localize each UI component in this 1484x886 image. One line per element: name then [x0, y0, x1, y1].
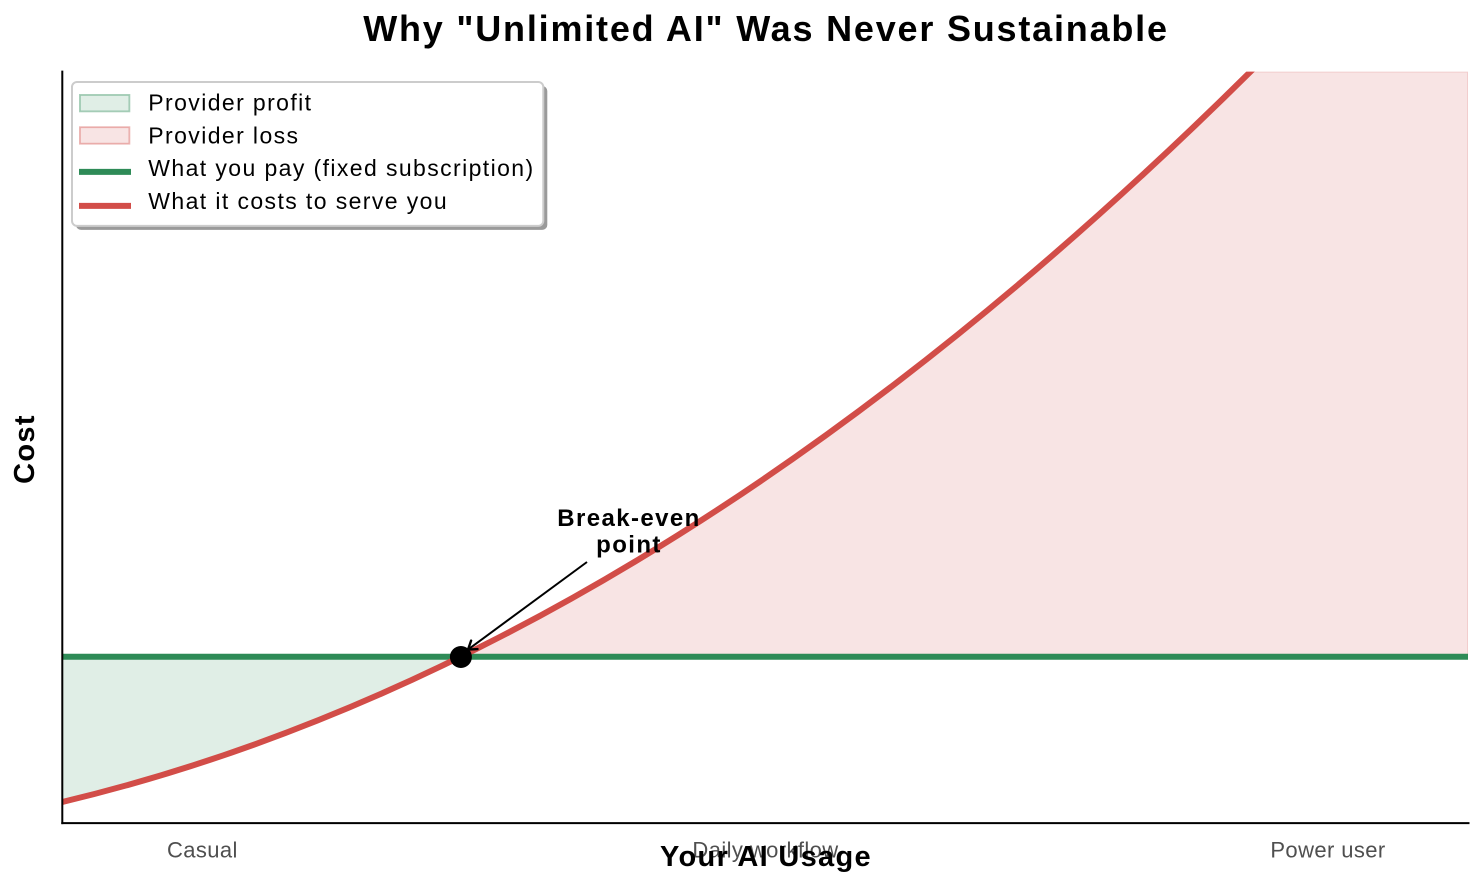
svg-text:Cost: Cost — [9, 414, 41, 484]
svg-text:Power user: Power user — [1270, 838, 1385, 863]
svg-text:Your AI Usage: Your AI Usage — [660, 841, 872, 873]
svg-text:Daily workflow: Daily workflow — [692, 838, 838, 863]
svg-text:What you pay (fixed subscripti: What you pay (fixed subscription) — [148, 155, 534, 181]
svg-text:Why "Unlimited AI" Was Never S: Why "Unlimited AI" Was Never Sustainable — [363, 8, 1169, 49]
svg-text:What it costs to serve you: What it costs to serve you — [148, 188, 448, 214]
svg-text:Provider loss: Provider loss — [148, 122, 299, 148]
svg-text:Break-even: Break-even — [557, 505, 700, 532]
svg-text:Provider profit: Provider profit — [148, 90, 312, 116]
svg-text:point: point — [596, 532, 662, 559]
svg-text:Casual: Casual — [167, 838, 238, 863]
